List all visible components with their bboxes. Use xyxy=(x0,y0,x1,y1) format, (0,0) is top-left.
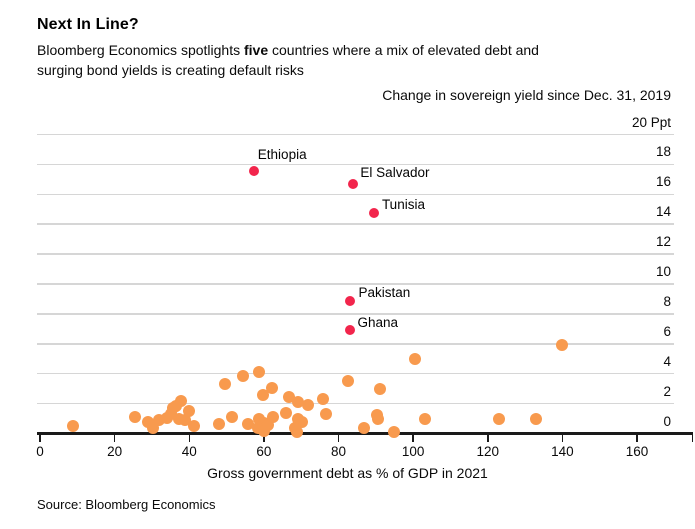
y-tick-label-16: 16 xyxy=(655,174,671,190)
data-point-tunisia xyxy=(368,207,379,218)
data-point xyxy=(253,366,266,379)
data-point xyxy=(241,417,254,430)
y-tick-label-20: 20 Ppt xyxy=(631,114,671,130)
data-point xyxy=(188,420,201,433)
data-point xyxy=(357,422,370,435)
x-tick-label-120: 120 xyxy=(476,444,500,459)
data-point xyxy=(492,412,505,425)
x-tick-label-160: 160 xyxy=(625,444,649,459)
data-point xyxy=(236,369,249,382)
data-point xyxy=(342,375,355,388)
point-label-el-salvador: El Salvador xyxy=(360,164,430,180)
subtitle-emphasis: five xyxy=(244,42,269,58)
data-point xyxy=(317,393,330,406)
data-point xyxy=(257,388,270,401)
y-tick-label-10: 10 xyxy=(655,264,671,279)
point-label-ghana: Ghana xyxy=(357,315,398,331)
data-point-el-salvador xyxy=(348,178,359,189)
gridline-y-10 xyxy=(37,283,674,285)
data-point xyxy=(279,407,292,420)
data-point-ghana xyxy=(345,325,356,336)
data-point-pakistan xyxy=(345,296,356,307)
x-axis-title: Gross government debt as % of GDP in 202… xyxy=(207,465,488,481)
chart-title: Next In Line? xyxy=(37,16,139,33)
data-point xyxy=(408,353,421,366)
data-point xyxy=(372,413,385,426)
data-point xyxy=(301,399,314,412)
data-point xyxy=(529,412,542,425)
source-note: Source: Bloomberg Economics xyxy=(37,497,216,512)
data-point xyxy=(66,420,79,433)
y-tick-label-0: 0 xyxy=(663,413,671,429)
data-point xyxy=(129,411,142,424)
point-label-tunisia: Tunisia xyxy=(381,196,425,212)
y-tick-label-6: 6 xyxy=(663,323,671,339)
gridline-y-8 xyxy=(37,313,674,315)
gridline-y-4 xyxy=(37,372,674,375)
data-point xyxy=(219,378,232,391)
data-point xyxy=(373,383,386,396)
x-tick-label-100: 100 xyxy=(401,444,425,459)
gridline-y-6 xyxy=(37,343,674,345)
point-label-ethiopia: Ethiopia xyxy=(257,147,307,163)
x-tick-20 xyxy=(113,432,116,442)
data-point xyxy=(292,396,305,409)
data-point xyxy=(213,417,226,430)
subtitle-line2: surging bond yields is creating default … xyxy=(37,62,304,78)
gridline-y-20 xyxy=(37,133,674,136)
x-tick-140 xyxy=(561,432,564,442)
x-tick-0 xyxy=(39,432,41,442)
gridline-y-2 xyxy=(37,402,674,405)
subtitle-text: Bloomberg Economics spotlights xyxy=(37,42,244,58)
y-tick-label-4: 4 xyxy=(663,353,671,369)
x-tick-label-80: 80 xyxy=(330,444,347,459)
data-point xyxy=(257,425,270,438)
point-label-pakistan: Pakistan xyxy=(358,285,411,301)
data-point xyxy=(175,395,188,408)
x-tick-label-60: 60 xyxy=(256,444,272,459)
x-tick-label-20: 20 xyxy=(107,444,123,459)
data-point xyxy=(556,339,569,352)
data-point xyxy=(182,405,195,418)
data-point xyxy=(320,408,333,421)
gridline-y-12 xyxy=(37,253,674,255)
data-point xyxy=(265,381,278,394)
gridline-y-16 xyxy=(37,193,674,196)
y-tick-label-12: 12 xyxy=(655,234,671,250)
x-tick-40 xyxy=(188,432,190,442)
chart-subtitle: Bloomberg Economics spotlights five coun… xyxy=(37,40,667,80)
x-tick-100 xyxy=(412,432,414,442)
x-tick-axis-end xyxy=(691,432,693,442)
x-tick-80 xyxy=(337,432,340,442)
data-point xyxy=(266,411,279,424)
subtitle-text-cont: countries where a mix of elevated debt a… xyxy=(268,42,539,58)
y-tick-label-18: 18 xyxy=(655,144,671,160)
x-tick-160 xyxy=(636,432,638,442)
data-point-ethiopia xyxy=(248,166,259,177)
x-tick-120 xyxy=(487,432,489,442)
x-tick-label-0: 0 xyxy=(36,444,44,459)
y-tick-label-8: 8 xyxy=(663,293,671,309)
x-tick-label-140: 140 xyxy=(551,444,574,459)
data-point xyxy=(388,426,401,438)
data-point xyxy=(291,426,304,438)
y-axis-title: Change in sovereign yield since Dec. 31,… xyxy=(382,87,671,103)
y-tick-label-2: 2 xyxy=(663,383,671,399)
x-tick-label-40: 40 xyxy=(181,444,197,459)
data-point xyxy=(419,412,432,425)
gridline-y-14 xyxy=(37,223,674,225)
data-point xyxy=(225,411,238,424)
gridline-y-18 xyxy=(37,163,674,166)
y-tick-label-14: 14 xyxy=(655,204,671,220)
